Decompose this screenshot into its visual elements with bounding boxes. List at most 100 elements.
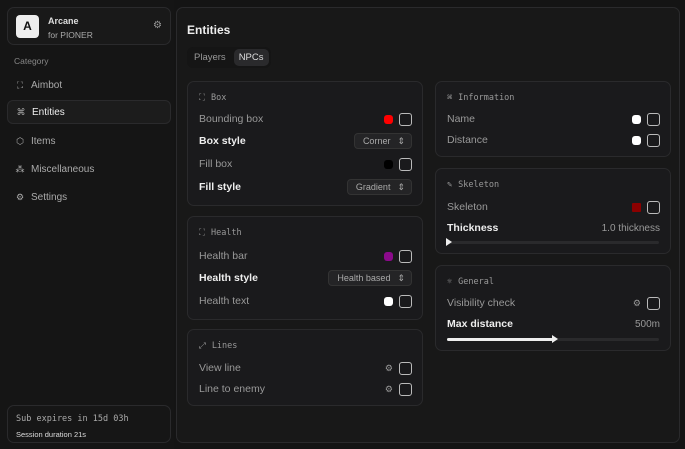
box-icon: ⬡ — [16, 135, 24, 146]
row-label: Skeleton — [447, 201, 488, 213]
view-line-row: View line ⚙ — [199, 359, 412, 377]
row-label: Max distance — [447, 318, 513, 330]
grid-icon: ⁂ — [15, 163, 25, 174]
line-to-enemy-row: Line to enemy ⚙ — [199, 380, 412, 398]
row-label: Line to enemy — [199, 383, 265, 395]
subscription-expiry: Sub expires in 15d 03h — [16, 414, 129, 424]
information-section: ⌘ Information Name Distance — [435, 81, 671, 157]
row-label: Health bar — [199, 250, 248, 262]
sidebar-item-aimbot[interactable]: ⛶ Aimbot — [7, 73, 171, 97]
row-label: Health style — [199, 272, 258, 284]
lines-section: ⤢ Lines View line ⚙ Line to enemy ⚙ — [187, 329, 423, 406]
sidebar-item-label: Entities — [32, 106, 65, 118]
distance-checkbox[interactable] — [647, 133, 660, 147]
tab-players[interactable]: Players — [194, 52, 226, 63]
row-label: Visibility check — [447, 297, 516, 309]
fill-style-row: Fill style Gradient ⇕ — [199, 178, 412, 196]
sidebar-item-label: Items — [31, 135, 56, 147]
sidebar-item-items[interactable]: ⬡ Items — [7, 129, 171, 153]
max-distance-row: Max distance 500m — [447, 315, 660, 333]
section-title: Box — [210, 93, 227, 103]
tab-bar: Players NPCs — [187, 47, 271, 68]
view-line-checkbox[interactable] — [399, 361, 412, 375]
bug-icon: ☼ — [447, 277, 453, 287]
app-name: Arcane — [48, 16, 79, 26]
color-swatch[interactable] — [384, 251, 393, 261]
box-style-row: Box style Corner ⇕ — [199, 132, 412, 150]
color-swatch[interactable] — [632, 135, 641, 145]
health-section: ⛶ Health Health bar Health style Health ba… — [187, 216, 423, 320]
sidebar-item-entities[interactable]: ⌘ Entities — [7, 100, 171, 124]
skeleton-section: ✎ Skeleton Skeleton Thickness 1.0 thicknes… — [435, 168, 671, 254]
row-label: Name — [447, 113, 476, 125]
color-swatch[interactable] — [632, 202, 641, 212]
thickness-slider[interactable] — [446, 238, 659, 246]
thickness-value: 1.0 thickness — [601, 222, 660, 234]
select-value: Gradient — [355, 182, 391, 192]
health-bar-checkbox[interactable] — [399, 249, 412, 263]
health-icon: ⛶ — [199, 228, 205, 238]
health-style-select[interactable]: Health based ⇕ — [328, 270, 412, 286]
color-swatch[interactable] — [632, 114, 641, 124]
chevrons-up-down-icon: ⇕ — [397, 135, 405, 146]
scan-face-icon: ⌘ — [447, 93, 453, 103]
row-label: Box style — [199, 135, 246, 147]
name-checkbox[interactable] — [647, 112, 660, 126]
fill-box-row: Fill box — [199, 155, 412, 173]
sidebar-item-label: Miscellaneous — [31, 163, 95, 175]
bounding-box-row: Bounding box — [199, 110, 412, 128]
row-label: Distance — [447, 134, 488, 146]
gear-icon[interactable]: ⚙ — [632, 297, 641, 308]
app-subtitle: for PIONER — [48, 30, 93, 40]
general-section: ☼ General Visibility check ⚙ Max distance 5… — [435, 265, 671, 351]
main-panel: Entities Players NPCs ⛶ Box Bounding box … — [176, 7, 680, 443]
max-distance-slider[interactable] — [447, 335, 659, 343]
health-bar-row: Health bar — [199, 247, 412, 265]
distance-row: Distance — [447, 131, 660, 149]
color-swatch[interactable] — [384, 114, 393, 124]
section-title: Skeleton — [458, 180, 500, 190]
box-section: ⛶ Box Bounding box Box style Corner ⇕ Fill … — [187, 81, 423, 206]
row-label: Fill box — [199, 158, 233, 170]
session-duration: Session duration 21s — [16, 430, 87, 439]
section-title: Health — [210, 228, 242, 238]
section-title: General — [458, 277, 494, 287]
select-value: Health based — [337, 273, 391, 283]
sidebar-item-miscellaneous[interactable]: ⁂ Miscellaneous — [7, 157, 171, 181]
line-to-enemy-checkbox[interactable] — [399, 382, 412, 396]
select-value: Corner — [362, 136, 391, 146]
skeleton-checkbox[interactable] — [647, 200, 660, 214]
category-label: Category — [14, 56, 49, 66]
row-label: Health text — [199, 295, 250, 307]
slider-handle[interactable] — [552, 335, 558, 343]
sidebar-item-label: Aimbot — [31, 79, 63, 91]
visibility-check-checkbox[interactable] — [647, 296, 660, 310]
health-text-row: Health text — [199, 292, 412, 310]
slider-handle[interactable] — [446, 238, 452, 246]
page-title: Entities — [187, 23, 231, 37]
box-style-select[interactable]: Corner ⇕ — [353, 133, 412, 149]
diagonal-line-icon: ⤢ — [199, 341, 206, 351]
bounding-box-checkbox[interactable] — [399, 112, 412, 126]
fill-box-checkbox[interactable] — [399, 157, 412, 171]
max-distance-value: 500m — [634, 318, 660, 330]
row-label: View line — [199, 362, 241, 374]
gear-icon[interactable]: ⚙ — [384, 383, 393, 394]
crosshair-icon: ⛶ — [16, 79, 24, 90]
sidebar-item-label: Settings — [31, 191, 68, 203]
gear-icon: ⚙ — [15, 191, 25, 202]
gear-icon[interactable]: ⚙ — [153, 20, 162, 31]
skeleton-row: Skeleton — [447, 198, 660, 216]
color-swatch[interactable] — [384, 296, 393, 306]
section-title: Lines — [211, 341, 238, 351]
app-header-card: A Arcane for PIONER ⚙ — [7, 7, 171, 45]
color-swatch[interactable] — [384, 159, 393, 169]
health-text-checkbox[interactable] — [399, 294, 412, 308]
fill-style-select[interactable]: Gradient ⇕ — [346, 179, 412, 195]
gear-icon[interactable]: ⚙ — [384, 362, 393, 373]
sidebar-item-settings[interactable]: ⚙ Settings — [7, 185, 171, 209]
tab-npcs[interactable]: NPCs — [233, 49, 269, 66]
scan-face-icon: ⌘ — [16, 106, 26, 117]
section-title: Information — [458, 93, 515, 103]
row-label: Fill style — [199, 181, 242, 193]
